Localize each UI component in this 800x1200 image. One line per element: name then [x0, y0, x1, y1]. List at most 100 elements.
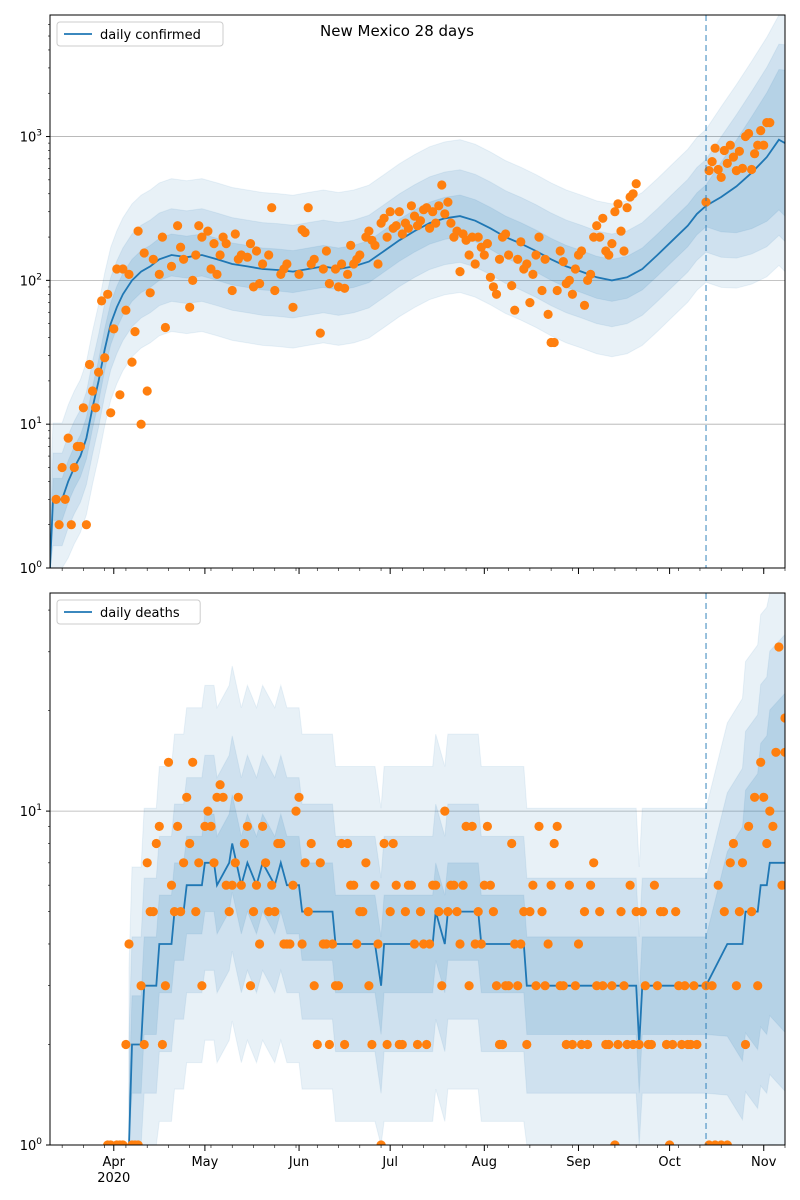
data-point — [182, 792, 192, 802]
data-point — [303, 907, 313, 917]
data-point — [288, 302, 298, 312]
uncertainty-band — [50, 43, 785, 568]
data-point — [148, 907, 158, 917]
data-point — [337, 259, 347, 269]
data-point — [97, 296, 107, 306]
data-point — [194, 858, 204, 868]
data-point — [689, 981, 699, 991]
data-point — [133, 1140, 143, 1145]
data-point — [376, 1140, 386, 1145]
data-point — [540, 981, 550, 991]
y-tick-label: 101 — [20, 803, 42, 820]
data-point — [528, 880, 538, 890]
data-point — [491, 289, 502, 299]
data-point — [373, 939, 383, 949]
data-point — [473, 907, 483, 917]
data-point — [759, 140, 769, 150]
data-point — [133, 226, 143, 236]
data-point — [224, 907, 234, 917]
data-point — [221, 239, 231, 249]
data-point — [206, 821, 216, 832]
data-point — [236, 880, 246, 890]
data-point — [340, 283, 350, 293]
x-tick-label: Apr — [103, 1155, 126, 1170]
y-tick-label: 101 — [20, 416, 42, 433]
data-point — [176, 242, 186, 252]
data-point — [549, 337, 559, 348]
data-point — [394, 207, 404, 217]
data-point — [437, 180, 447, 190]
data-point — [355, 250, 365, 260]
data-point — [431, 218, 441, 228]
data-point — [744, 128, 754, 139]
data-point — [595, 232, 605, 242]
data-point — [415, 907, 426, 917]
x-tick-label: May — [191, 1155, 218, 1170]
data-point — [121, 1039, 131, 1050]
data-point — [364, 226, 374, 236]
data-point — [400, 907, 410, 917]
data-point — [54, 520, 64, 530]
legend: daily confirmed — [56, 21, 224, 47]
data-point — [245, 239, 256, 249]
data-point — [531, 250, 541, 260]
data-point — [631, 179, 641, 189]
data-point — [227, 285, 237, 296]
data-point — [476, 939, 486, 949]
data-point — [160, 981, 170, 991]
data-point — [258, 821, 268, 832]
x-tick-label: Oct — [658, 1155, 680, 1170]
data-point — [425, 223, 435, 233]
data-point — [409, 939, 420, 949]
data-point — [750, 792, 760, 802]
data-point — [622, 203, 632, 213]
data-point — [616, 226, 626, 236]
data-point — [537, 285, 547, 296]
data-point — [507, 838, 517, 849]
data-point — [549, 838, 559, 849]
data-point — [479, 250, 489, 260]
data-point — [315, 858, 325, 868]
data-point — [780, 747, 785, 757]
data-point — [197, 232, 207, 242]
data-point — [570, 981, 581, 991]
data-point — [595, 907, 605, 917]
y-tick-label: 100 — [20, 1137, 43, 1154]
data-point — [294, 792, 304, 802]
data-point — [671, 907, 681, 917]
data-point — [312, 1039, 322, 1050]
data-point — [309, 254, 319, 264]
uncertainty-band — [50, 68, 785, 568]
data-point — [315, 328, 325, 338]
data-point — [230, 229, 240, 239]
data-point — [628, 189, 638, 199]
plot-area — [50, 15, 785, 568]
data-point — [719, 907, 729, 917]
data-point — [397, 1039, 407, 1050]
data-point — [619, 981, 629, 991]
data-point — [434, 201, 444, 211]
data-point — [756, 126, 766, 136]
data-point — [619, 246, 629, 256]
data-point — [558, 257, 568, 267]
data-point — [267, 203, 277, 213]
data-point — [270, 285, 280, 296]
data-point — [713, 880, 723, 890]
data-point — [103, 289, 113, 299]
data-point — [552, 285, 562, 296]
data-point — [91, 403, 101, 413]
data-point — [579, 300, 590, 310]
data-point — [300, 858, 310, 868]
data-point — [437, 981, 447, 991]
data-point — [701, 197, 711, 207]
data-point — [118, 1140, 128, 1145]
x-tick-label: Jun — [288, 1155, 309, 1170]
data-point — [564, 275, 575, 285]
data-point — [255, 939, 265, 949]
data-point — [491, 981, 502, 991]
data-point — [179, 254, 189, 264]
data-point — [485, 272, 495, 282]
y-tick-label: 103 — [20, 129, 42, 146]
data-point — [716, 172, 726, 182]
